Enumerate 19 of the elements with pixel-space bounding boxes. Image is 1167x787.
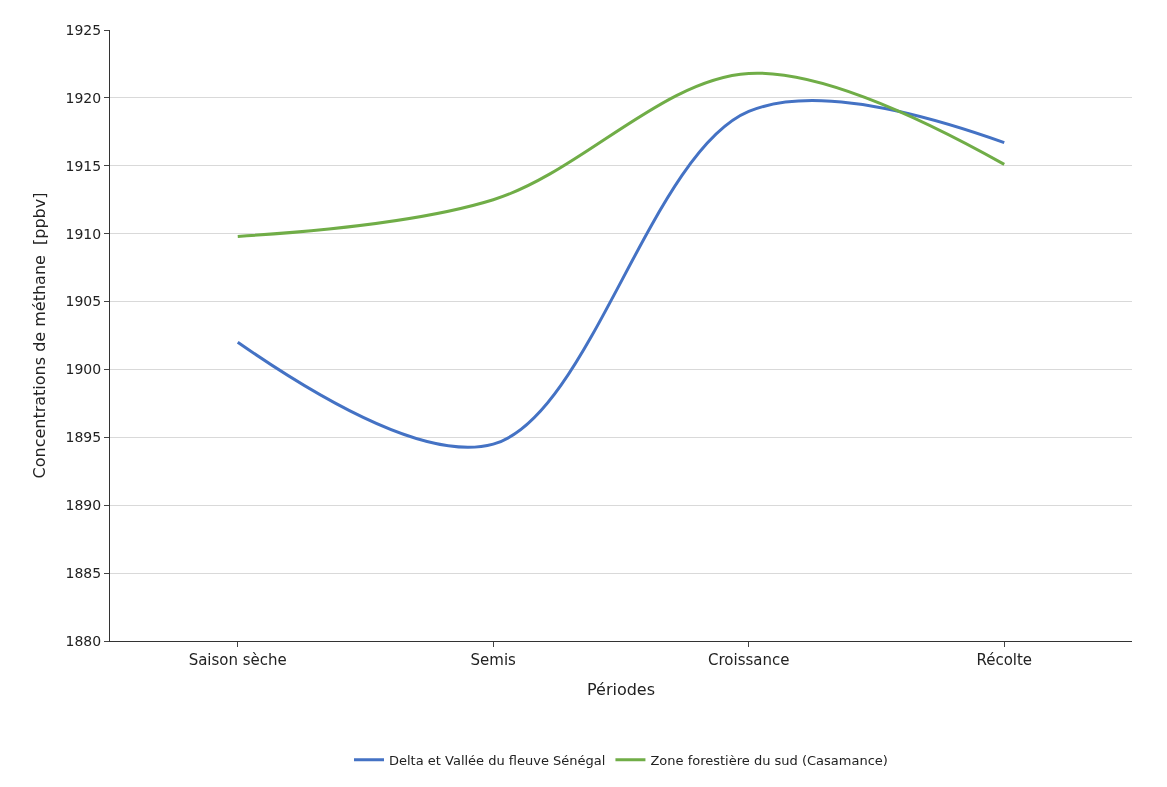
y-axis-title: Concentrations de méthane [ppbv] <box>30 192 50 479</box>
y-tick-label: 1885 <box>65 565 102 582</box>
y-tick-label: 1895 <box>65 429 102 446</box>
y-tick-label: 1920 <box>65 89 102 106</box>
y-tick-label: 1900 <box>65 361 102 378</box>
y-tick-label: 1925 <box>65 21 102 38</box>
y-tick-label: 1890 <box>65 497 102 514</box>
legend-label: Zone forestière du sud (Casamance) <box>650 752 888 768</box>
x-tick-label: Récolte <box>976 651 1033 669</box>
line-series <box>236 71 1006 238</box>
y-tick-label: 1915 <box>65 157 102 174</box>
x-axis-title: Périodes <box>586 679 656 699</box>
y-tick-label: 1880 <box>65 632 102 649</box>
y-tick-label: 1910 <box>65 225 102 242</box>
x-tick-label: Semis <box>470 651 517 669</box>
x-tick-label: Saison sèche <box>188 651 287 669</box>
x-tick-label: Croissance <box>708 651 790 669</box>
y-tick-label: 1905 <box>65 293 102 310</box>
legend-label: Delta et Vallée du fleuve Sénégal <box>389 752 606 768</box>
